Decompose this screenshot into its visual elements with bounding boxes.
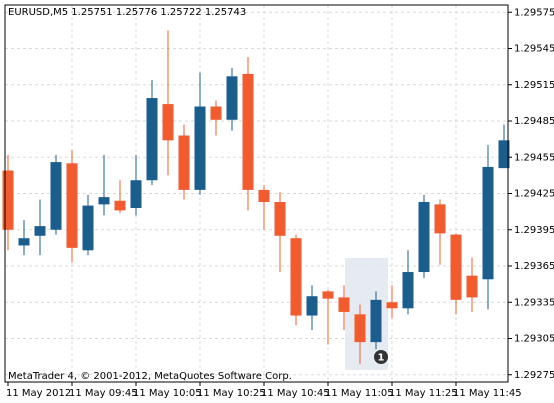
y-tick-label: 1.29515 <box>514 80 554 91</box>
candle-body <box>338 297 350 312</box>
candle-body <box>450 234 462 300</box>
candle-body <box>50 162 62 230</box>
candle-body <box>274 201 286 236</box>
candle-body <box>82 205 94 251</box>
x-tick-label: 11 May 10:45 <box>261 388 330 399</box>
candle-body <box>258 189 270 202</box>
candle-body <box>370 299 382 343</box>
candle-body <box>290 238 302 316</box>
candle-body <box>418 201 430 273</box>
x-tick-label: 11 May 11:25 <box>389 388 458 399</box>
annotation-label: 1 <box>378 353 385 364</box>
chart-title: EURUSD,M5 1.25751 1.25776 1.25722 1.2574… <box>8 7 246 18</box>
candle-body <box>178 135 190 190</box>
candle-body <box>402 272 414 309</box>
candle-body <box>354 314 366 343</box>
candle-body <box>130 180 142 208</box>
x-tick-label: 11 May 10:25 <box>197 388 266 399</box>
candle-body <box>386 302 398 309</box>
y-tick-label: 1.29365 <box>514 261 554 272</box>
x-tick-label: 11 May 10:05 <box>133 388 202 399</box>
axes: 1.29575 1.29545 1.29515 1.29485 1.29455 1.294… <box>6 7 554 399</box>
candle-body <box>146 98 158 181</box>
candle-body <box>226 76 238 120</box>
candle-body <box>98 197 110 205</box>
candle-body <box>466 275 478 298</box>
y-tick-label: 1.29575 <box>514 7 554 18</box>
annotation-badge <box>374 350 388 364</box>
candle-body <box>242 73 254 190</box>
candle-body <box>434 204 446 234</box>
x-tick-label: 11 May 09:45 <box>69 388 138 399</box>
candles <box>2 30 510 364</box>
y-tick-label: 1.29275 <box>514 370 554 381</box>
candle-body <box>66 163 78 248</box>
y-tick-label: 1.29455 <box>514 152 554 163</box>
candle-body <box>194 106 206 190</box>
candle-body <box>18 238 30 246</box>
candle-body <box>482 166 494 280</box>
x-tick-label: 11 May 11:45 <box>453 388 522 399</box>
x-tick-label: 11 May 11:05 <box>325 388 394 399</box>
y-tick-label: 1.29425 <box>514 189 554 200</box>
y-tick-label: 1.29395 <box>514 225 554 236</box>
candle-body <box>498 140 510 169</box>
footer: MetaTrader 4, © 2001-2012, MetaQuotes So… <box>8 371 292 382</box>
candle-body <box>322 291 334 299</box>
candle-body <box>306 296 318 316</box>
x-tick-label: 11 May 2012 <box>6 388 71 399</box>
y-tick-label: 1.29335 <box>514 297 554 308</box>
candle-body <box>210 106 222 120</box>
y-tick-label: 1.29305 <box>514 334 554 345</box>
y-tick-label: 1.29545 <box>514 44 554 55</box>
candle-body <box>34 226 46 236</box>
y-tick-label: 1.29485 <box>514 116 554 127</box>
candle-body <box>2 170 14 230</box>
candle-body <box>162 104 174 141</box>
candle-body <box>114 200 126 211</box>
